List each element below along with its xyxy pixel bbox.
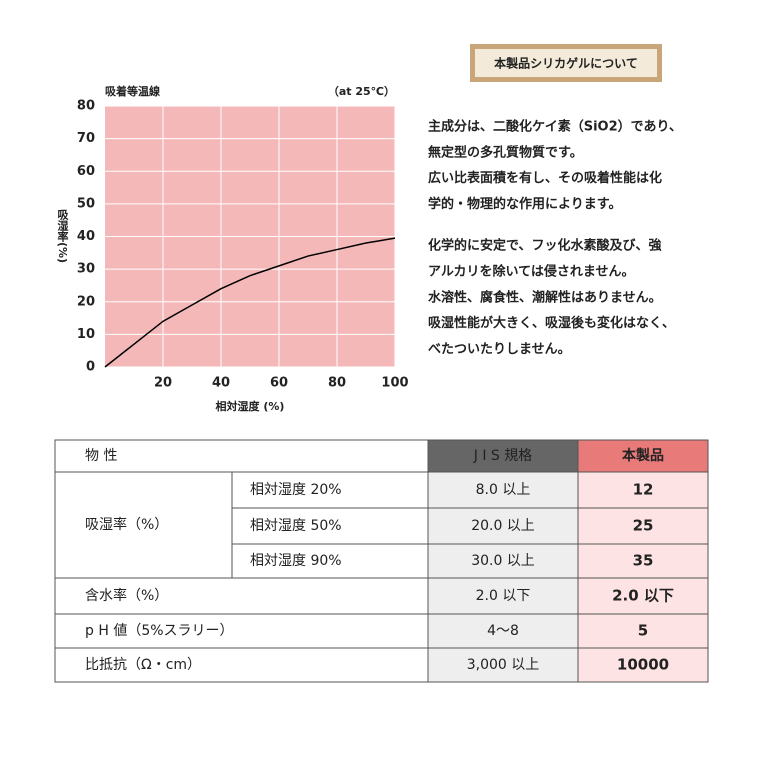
table-cell [54, 471, 233, 579]
cell-text: 含水率（%） [85, 587, 168, 604]
table-cell [54, 613, 429, 649]
x-tick-label: 80 [328, 376, 346, 391]
y-tick-label: 10 [77, 327, 95, 342]
table-cell [231, 543, 429, 579]
button-label[interactable]: 本製品シリカゲルについて [494, 56, 638, 71]
y-tick-label: 40 [77, 229, 95, 244]
cell-text: 物 性 [85, 448, 117, 464]
cell-text: 比抵抗（Ω・cm） [85, 657, 201, 673]
x-tick-label: 20 [154, 376, 172, 391]
table-cell [427, 507, 579, 545]
cell-text: 25 [633, 517, 654, 535]
cell-text: 20.0 以上 [471, 518, 535, 534]
cell-text: p H 値（5%スラリー） [85, 623, 234, 639]
table-cell [577, 647, 709, 683]
y-tick-label: 30 [77, 262, 95, 277]
cell-text: 5 [638, 622, 648, 640]
cell-text: 吸湿率（%） [85, 516, 168, 533]
paragraph-line: 水溶性、腐食性、潮解性はありません。 [428, 289, 662, 305]
paragraph-line: べたついたりしません。 [428, 342, 571, 357]
y-tick-label: 80 [77, 99, 95, 114]
table-cell [427, 543, 579, 579]
table-cell [427, 647, 579, 683]
paragraph-line: 主成分は、二酸化ケイ素（SiO2）であり、 [428, 119, 682, 135]
paragraph-line: アルカリを除いては侵されません。 [428, 264, 634, 280]
table-cell [427, 577, 579, 615]
cell-text: 本製品 [622, 447, 664, 464]
paragraph-line: 無定型の多孔質物質です。 [428, 144, 583, 160]
cell-text: 8.0 以上 [476, 482, 531, 498]
cell-text: 3,000 以上 [467, 657, 540, 673]
cell-text: 10000 [617, 656, 669, 674]
x-axis-label: 相対湿度 (%) [216, 399, 285, 413]
cell-text: 12 [633, 481, 654, 499]
cell-text: 相対湿度 90% [250, 553, 342, 569]
cell-text: J I S 規格 [473, 448, 533, 464]
table-cell [577, 577, 709, 615]
y-tick-label: 70 [77, 131, 95, 146]
table-cell [427, 471, 579, 509]
table-cell [54, 577, 429, 615]
curve [104, 237, 396, 368]
y-tick-label: 60 [77, 164, 95, 179]
table-cell [231, 507, 429, 545]
table-cell [577, 439, 709, 473]
table-cell [577, 543, 709, 579]
y-axis-label: 吸湿率(%) [56, 209, 69, 263]
table-cell [427, 613, 579, 649]
paragraph-line: 化学的に安定で、フッ化水素酸及び、強 [428, 238, 661, 254]
cell-text: 2.0 以下 [476, 588, 531, 604]
cell-text: 相対湿度 20% [250, 482, 342, 498]
paragraph-line: 学的・物理的な作用によります。 [428, 196, 621, 212]
x-tick-label: 100 [381, 376, 408, 391]
x-tick-label: 40 [212, 376, 230, 391]
y-tick-label: 0 [86, 360, 95, 375]
table-cell [54, 439, 429, 473]
table-cell [577, 471, 709, 509]
chart-title: 吸着等温線 [105, 84, 160, 98]
y-tick-label: 20 [77, 294, 95, 309]
x-tick-label: 60 [270, 376, 288, 391]
cell-text: 30.0 以上 [471, 553, 535, 569]
cell-text: 35 [633, 552, 654, 570]
cell-text: 2.0 以下 [612, 587, 674, 605]
chart-annotation: （at 25℃） [328, 85, 395, 98]
y-tick-label: 50 [77, 196, 95, 211]
paragraph-line: 吸湿性能が大きく、吸湿後も変化はなく、 [428, 315, 675, 331]
table-cell [577, 613, 709, 649]
cell-text: 相対湿度 50% [250, 518, 342, 534]
table-cell [577, 507, 709, 545]
cell-text: 4～8 [487, 623, 519, 639]
table-cell [54, 647, 429, 683]
table-cell [427, 439, 579, 473]
paragraph-line: 広い比表面積を有し、その吸着性能は化 [428, 170, 662, 186]
button-face[interactable] [475, 49, 657, 77]
